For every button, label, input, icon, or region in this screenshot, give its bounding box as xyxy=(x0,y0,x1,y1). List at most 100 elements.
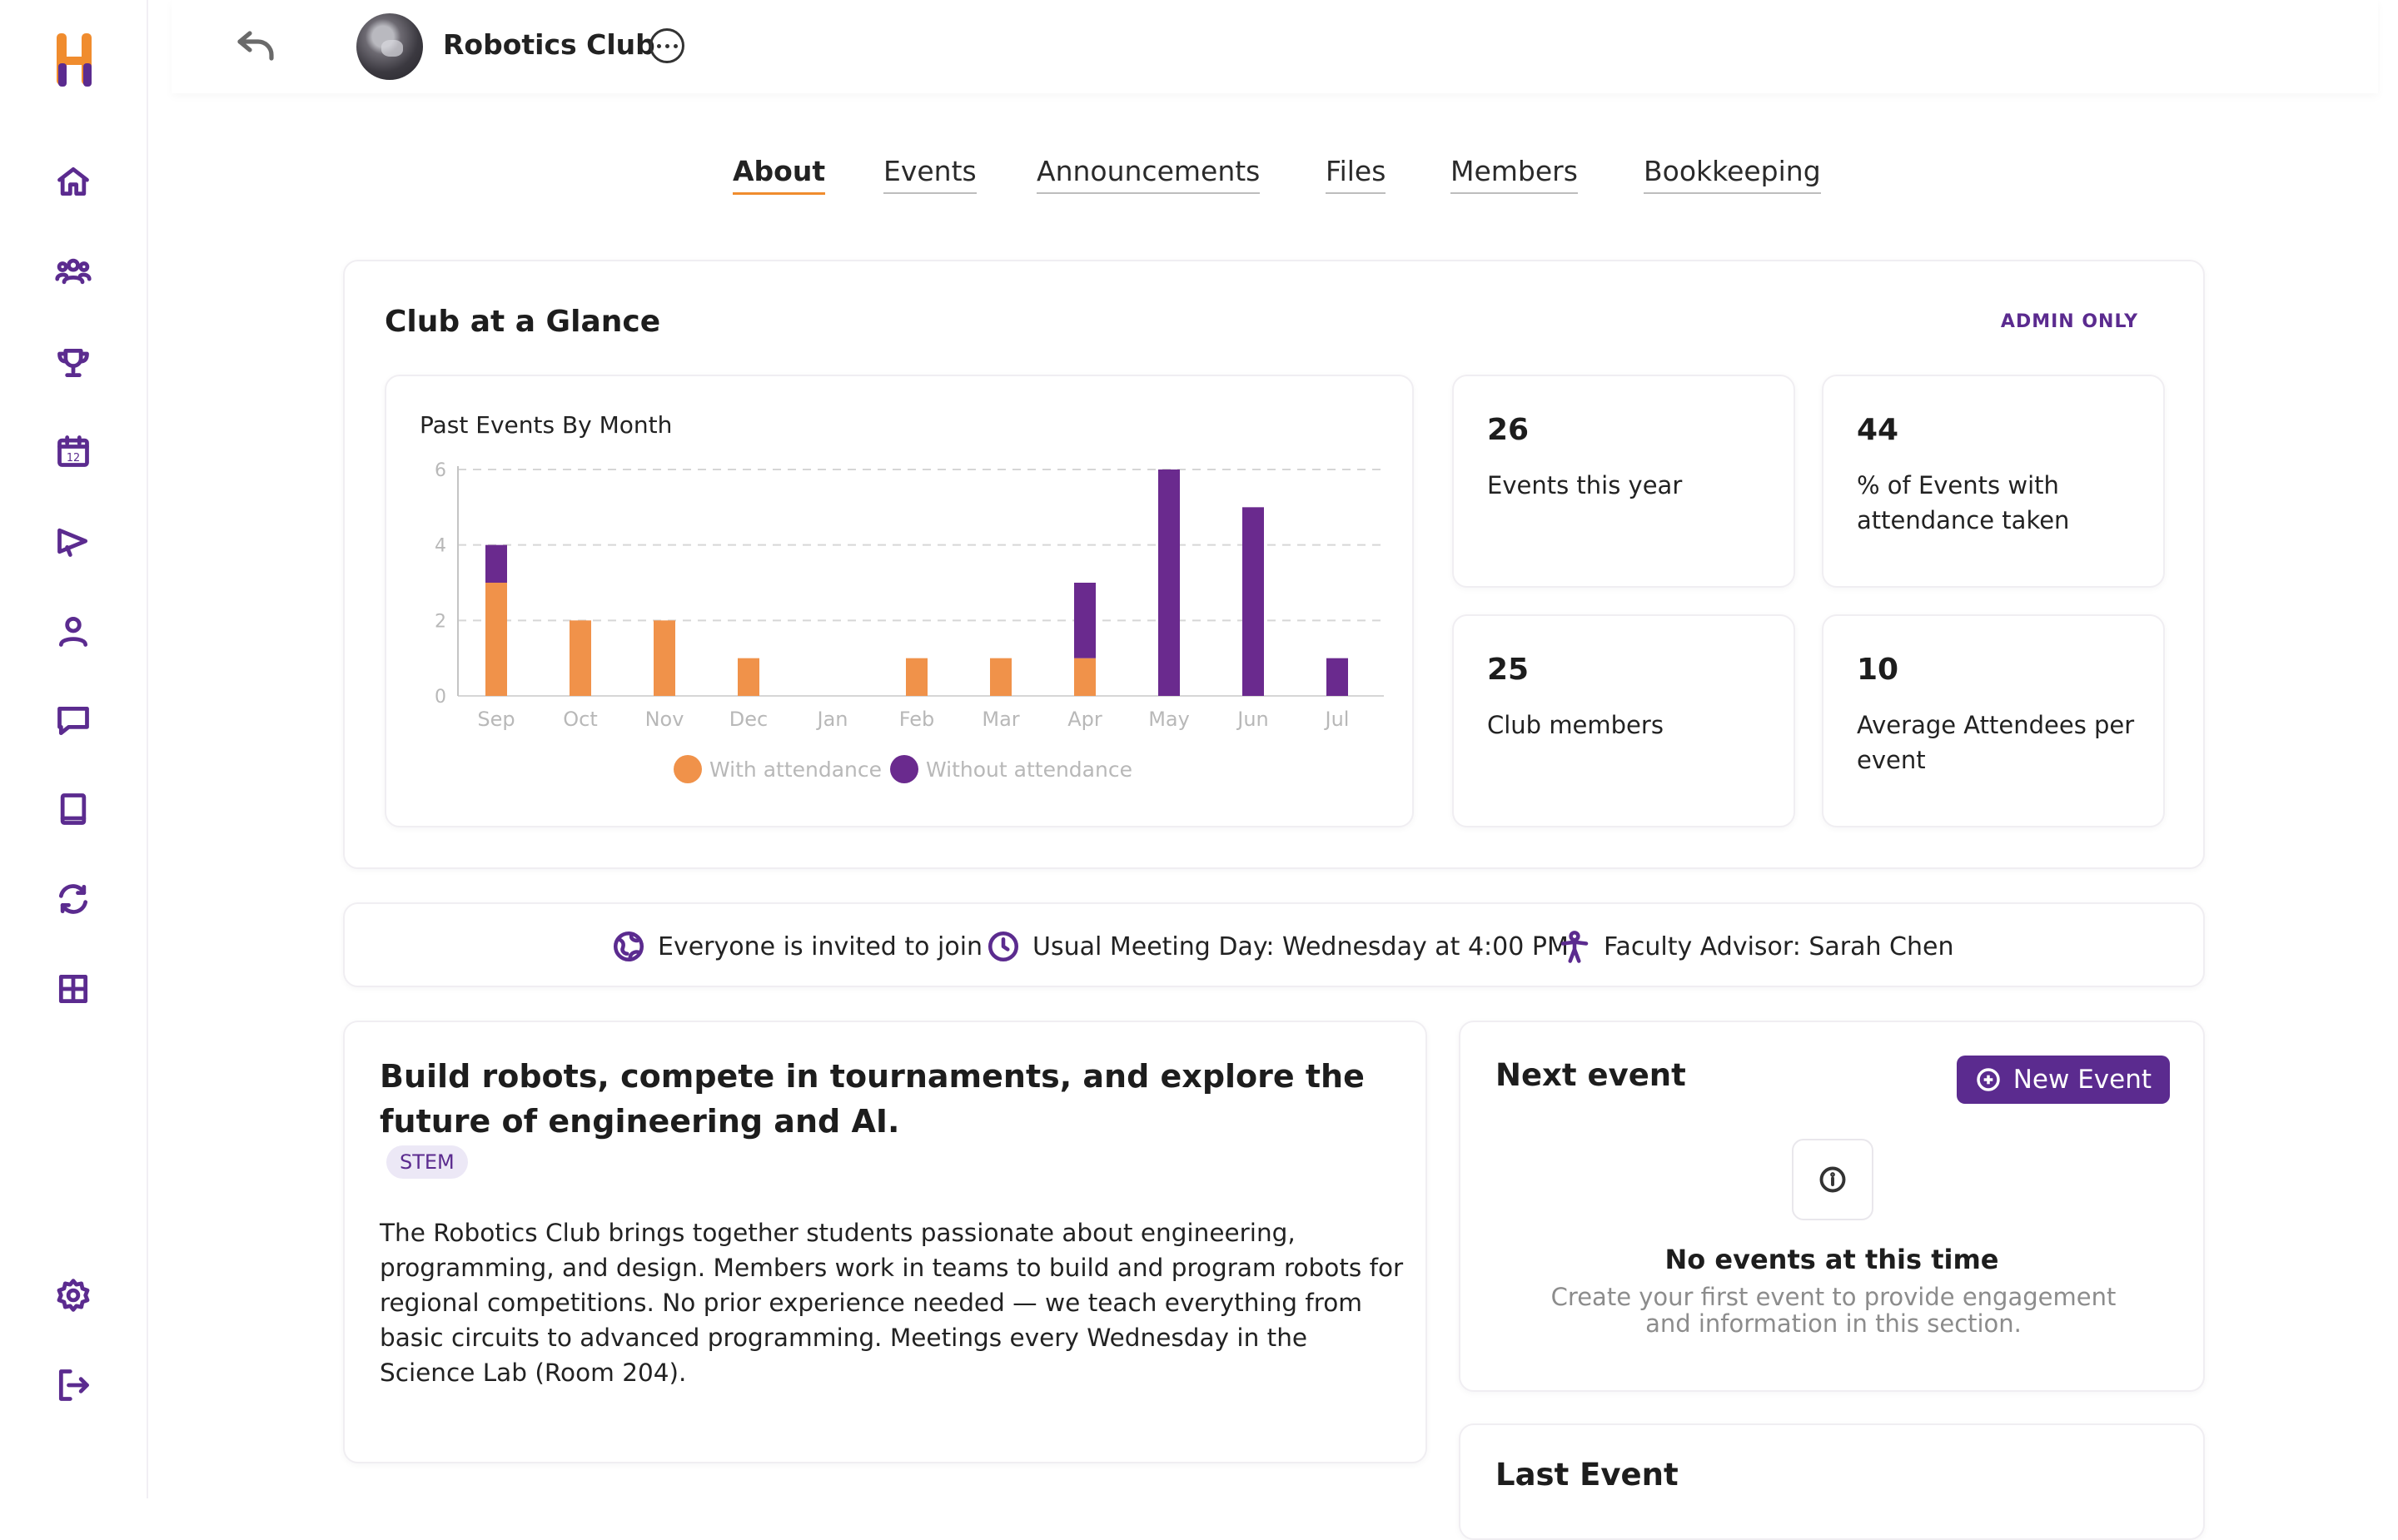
users-icon[interactable] xyxy=(50,248,97,295)
chart-card: Past Events By Month 0 2 4 6 Sep Oct Nov Dec Jan… xyxy=(385,375,1414,827)
home-icon[interactable] xyxy=(50,158,97,205)
bar-segment xyxy=(1074,583,1096,658)
bar-segment xyxy=(990,658,1012,696)
stat-value: 44 xyxy=(1857,413,1899,447)
svg-text:12: 12 xyxy=(67,452,80,464)
tab-bar: About Events Announcements Files Members… xyxy=(0,155,2398,196)
bar-segment xyxy=(1242,507,1264,696)
category-tag: STEM xyxy=(386,1145,468,1179)
meeting-text: Usual Meeting Day: Wednesday at 4:00 PM xyxy=(1032,931,1569,961)
globe-icon xyxy=(613,931,644,962)
new-event-label: New Event xyxy=(2012,1065,2152,1095)
refresh-icon[interactable] xyxy=(50,876,97,922)
bar-segment xyxy=(570,620,591,696)
empty-state-title: No events at this time xyxy=(1664,1244,1999,1275)
tab-announcements[interactable]: Announcements xyxy=(1037,155,1261,194)
y-tick-label: 2 xyxy=(435,611,446,632)
stat-card-members: 25 Club members xyxy=(1452,614,1795,827)
bar-segment xyxy=(1326,658,1348,696)
invite-text: Everyone is invited to join xyxy=(658,931,983,961)
tab-files[interactable]: Files xyxy=(1326,155,1386,194)
trophy-icon[interactable] xyxy=(50,340,97,386)
x-tick-label: Dec xyxy=(729,708,768,731)
x-tick-label: Mar xyxy=(982,708,1019,731)
tab-members[interactable]: Members xyxy=(1450,155,1578,194)
next-event-title: Next event xyxy=(1495,1057,1686,1093)
more-options-icon[interactable] xyxy=(649,28,684,63)
bar-segment xyxy=(906,658,928,696)
stat-label: Average Attendees per event xyxy=(1857,711,2135,774)
chat-icon[interactable] xyxy=(50,698,97,744)
bar-segment xyxy=(1158,469,1180,696)
stat-card-avg-attendees: 10 Average Attendees per event xyxy=(1822,614,2165,827)
y-tick-label: 6 xyxy=(435,460,446,481)
x-tick-label: Jan xyxy=(816,708,848,731)
x-tick-label: Jun xyxy=(1236,708,1269,731)
x-tick-label: Apr xyxy=(1067,708,1102,731)
events-chart: 0 2 4 6 Sep Oct Nov Dec Jan Feb Mar Apr May Jun Jul Wit… xyxy=(435,460,1384,783)
stat-card-events-year: 26 Events this year xyxy=(1452,375,1795,588)
person-icon xyxy=(1560,931,1589,963)
invite-info: Everyone is invited to join xyxy=(611,929,983,964)
x-tick-label: Oct xyxy=(563,708,598,731)
club-info-bar: Everyone is invited to join Usual Meetin… xyxy=(343,902,2205,987)
x-tick-label: Feb xyxy=(899,708,935,731)
user-icon[interactable] xyxy=(50,608,97,654)
x-tick-label: Jul xyxy=(1324,708,1350,731)
x-tick-label: May xyxy=(1148,708,1190,731)
legend-label: Without attendance xyxy=(926,758,1132,782)
about-title: Build robots, compete in tournaments, an… xyxy=(380,1058,1365,1140)
stat-label: Club members xyxy=(1487,711,1664,739)
x-tick-label: Sep xyxy=(477,708,515,731)
bar-segment xyxy=(738,658,759,696)
tab-events[interactable]: Events xyxy=(883,155,977,194)
back-arrow-icon[interactable] xyxy=(235,25,281,67)
legend-marker xyxy=(890,755,918,783)
bar-segment xyxy=(485,544,507,583)
new-event-button[interactable]: New Event xyxy=(1956,1056,2170,1104)
stat-label: % of Events with attendance taken xyxy=(1857,471,2070,534)
bar-segment xyxy=(485,583,507,696)
next-event-card: Next event New Event No events at this t… xyxy=(1459,1021,2205,1392)
stat-card-attendance-pct: 44 % of Events with attendance taken xyxy=(1822,375,2165,588)
stat-label: Events this year xyxy=(1487,471,1683,499)
bar-segment xyxy=(654,620,675,696)
about-card: Build robots, compete in tournaments, an… xyxy=(343,1021,1427,1463)
app-logo[interactable] xyxy=(52,30,98,90)
book-icon[interactable] xyxy=(50,786,97,832)
info-icon xyxy=(1792,1139,1873,1220)
y-tick-label: 0 xyxy=(435,687,446,708)
glance-card: Club at a Glance ADMIN ONLY Past Events … xyxy=(343,260,2205,869)
y-tick-label: 4 xyxy=(435,536,446,557)
glance-title: Club at a Glance xyxy=(385,305,661,339)
calendar-icon[interactable]: 12 xyxy=(50,428,97,474)
legend-label: With attendance xyxy=(709,758,882,782)
last-event-title: Last Event xyxy=(1495,1457,1679,1493)
grid-icon[interactable] xyxy=(50,966,97,1012)
plus-circle-icon xyxy=(1976,1068,2000,1091)
meeting-info: Usual Meeting Day: Wednesday at 4:00 PM xyxy=(986,929,1569,964)
tab-about[interactable]: About xyxy=(733,155,826,195)
gear-icon[interactable] xyxy=(50,1272,97,1319)
x-tick-label: Nov xyxy=(645,708,684,731)
advisor-info: Faculty Advisor: Sarah Chen xyxy=(1557,929,1953,964)
club-title: Robotics Club xyxy=(443,28,655,61)
empty-state-subtitle: Create your first event to provide engag… xyxy=(1550,1283,2117,1338)
stat-value: 10 xyxy=(1857,653,1899,687)
clock-icon xyxy=(988,931,1019,962)
admin-only-badge: ADMIN ONLY xyxy=(2000,311,2138,332)
advisor-text: Faculty Advisor: Sarah Chen xyxy=(1604,931,1954,961)
megaphone-icon[interactable] xyxy=(50,518,97,564)
tab-bookkeeping[interactable]: Bookkeeping xyxy=(1644,155,1821,194)
sidebar: 12 xyxy=(0,0,148,1498)
last-event-card: Last Event xyxy=(1459,1423,2205,1540)
chart-title: Past Events By Month xyxy=(420,411,673,439)
about-description: The Robotics Club brings together studen… xyxy=(380,1219,1404,1387)
bar-segment xyxy=(1074,658,1096,696)
stat-value: 26 xyxy=(1487,413,1530,447)
club-avatar xyxy=(356,13,423,80)
logout-icon[interactable] xyxy=(50,1362,97,1408)
stat-value: 25 xyxy=(1487,653,1530,687)
legend-marker xyxy=(674,755,702,783)
top-bar: Robotics Club xyxy=(172,0,2378,93)
